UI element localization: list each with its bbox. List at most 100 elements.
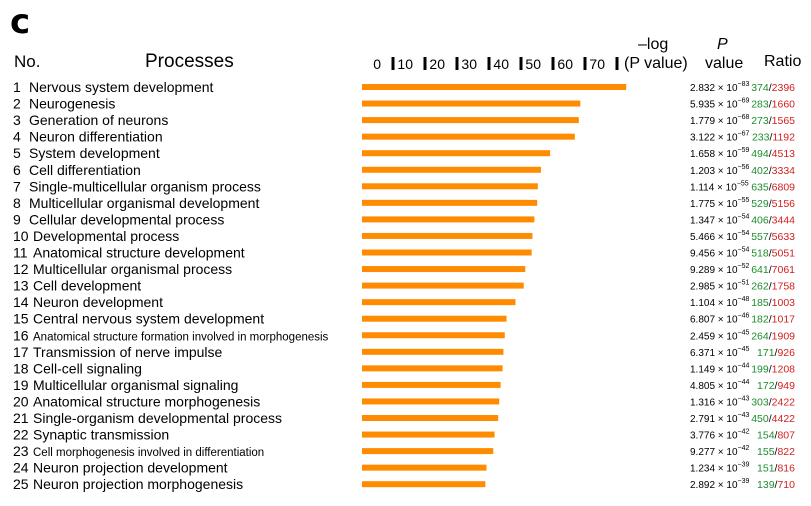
ratio-value: 264/1909: [751, 330, 795, 342]
ratio-value: 139/710: [757, 479, 795, 491]
chart-row: 18 Cell-cell signaling 1.149 × 10−44 199/12…: [13, 360, 795, 376]
chart-row: 15 Central nervous system development 6.80…: [13, 311, 795, 327]
p-value: 1.104 × 10−48: [690, 296, 750, 309]
tick-mark: [423, 57, 427, 70]
row-number: 23: [13, 443, 29, 459]
bar: [362, 365, 503, 372]
bar: [362, 481, 486, 488]
tick-label: 20: [429, 56, 445, 72]
process-label: Cell differentiation: [29, 162, 141, 178]
tick-label: 10: [397, 56, 413, 72]
process-label: Synaptic transmission: [33, 427, 169, 443]
p-value: 9.289 × 10−52: [690, 263, 750, 276]
ratio-value: 450/4422: [751, 413, 795, 425]
row-number: 18: [13, 360, 29, 376]
chart-row: 5 System development 1.658 × 10−59 494/4513: [13, 145, 795, 161]
row-number: 17: [13, 344, 29, 360]
bar: [362, 199, 538, 206]
bar: [362, 150, 551, 157]
p-value: 2.791 × 10−43: [690, 412, 750, 425]
row-number: 5: [13, 145, 21, 161]
process-label: Cell-cell signaling: [33, 360, 142, 376]
p-value: 6.371 × 10−45: [690, 346, 750, 359]
process-label: Neuron differentiation: [29, 129, 163, 145]
chart-row: 1 Nervous system development 2.832 × 10−83…: [13, 79, 795, 95]
p-value: 3.122 × 10−67: [690, 131, 750, 144]
bar: [362, 266, 526, 273]
chart-row: 24 Neuron projection development 1.234 × 1…: [13, 460, 795, 476]
ratio-value: 641/7061: [751, 264, 795, 276]
row-number: 21: [13, 410, 29, 426]
ratio-value: 406/3444: [751, 214, 795, 226]
process-label: Single-multicellular organism process: [29, 178, 261, 194]
tick-label: 70: [589, 56, 605, 72]
row-number: 16: [13, 327, 29, 343]
p-value: 1.347 × 10−54: [690, 213, 750, 226]
process-label: Anatomical structure development: [33, 245, 245, 261]
chart-row: 6 Cell differentiation 1.203 × 10−56 402/33…: [13, 162, 795, 178]
row-number: 25: [13, 476, 29, 492]
chart-row: 7 Single-multicellular organism process 1.…: [13, 178, 795, 194]
p-value: 9.456 × 10−54: [690, 247, 750, 260]
p-value: 1.114 × 10−55: [690, 180, 749, 193]
tick-label: 60: [557, 56, 573, 72]
process-label: Transmission of nerve impulse: [33, 344, 223, 360]
p-value: 1.234 × 10−39: [690, 462, 750, 475]
tick-label: 40: [493, 56, 509, 72]
p-value: 9.277 × 10−42: [690, 445, 750, 458]
header-ratio: Ratio: [764, 53, 802, 70]
panel-letter: c: [10, 2, 31, 42]
ratio-value: 151/816: [757, 463, 795, 475]
chart-row: 19 Multicellular organismal signaling 4.80…: [13, 377, 795, 393]
row-number: 8: [13, 195, 21, 211]
ratio-value: 402/3334: [751, 165, 795, 177]
bar: [362, 398, 500, 405]
chart-row: 12 Multicellular organismal process 9.289 …: [13, 261, 795, 277]
chart-row: 20 Anatomical structure morphogenesis 1.31…: [13, 393, 795, 409]
header-processes: Processes: [145, 51, 234, 72]
p-value: 2.985 × 10−51: [690, 280, 750, 293]
ratio-value: 494/4513: [751, 148, 795, 160]
bar: [362, 282, 524, 289]
tick-mark: [583, 57, 587, 70]
ratio-value: 155/822: [757, 446, 795, 458]
row-number: 15: [13, 311, 29, 327]
p-value: 1.316 × 10−43: [690, 395, 750, 408]
x-axis-ticks: 0 10 20 30 40 50 60 70: [373, 56, 619, 72]
tick-mark: [391, 57, 395, 70]
p-value: 6.807 × 10−46: [690, 313, 750, 326]
process-label: Neuron projection morphogenesis: [33, 476, 243, 492]
header-no: No.: [14, 52, 41, 71]
header-p-line1: P: [717, 36, 728, 53]
chart-row: 8 Multicellular organismal development 1.7…: [13, 195, 795, 211]
tick-mark: [519, 57, 523, 70]
bar: [362, 249, 532, 256]
row-number: 6: [13, 162, 21, 178]
chart-row: 23 Cell morphogenesis involved in differe…: [13, 443, 795, 459]
chart-row: 17 Transmission of nerve impulse 6.371 × 1…: [13, 344, 795, 360]
ratio-value: 233/1192: [752, 132, 795, 144]
process-label: Neuron development: [33, 294, 163, 310]
ratio-value: 529/5156: [751, 198, 795, 210]
p-value: 1.203 × 10−56: [690, 164, 750, 177]
process-label: Multicellular organismal signaling: [33, 377, 238, 393]
process-label: Cellular developmental process: [29, 211, 224, 227]
chart-row: 9 Cellular developmental process 1.347 × 1…: [13, 211, 795, 227]
process-label: Developmental process: [33, 228, 179, 244]
process-label: Anatomical structure morphogenesis: [33, 393, 260, 409]
row-number: 9: [13, 211, 21, 227]
row-number: 7: [13, 178, 21, 194]
header-neglog-line2: (P value): [624, 55, 688, 72]
chart-row: 2 Neurogenesis 5.935 × 10−69 283/1660: [13, 96, 795, 112]
ratio-value: 635/6809: [751, 181, 795, 193]
tick-label: 30: [461, 56, 477, 72]
p-value: 2.832 × 10−83: [690, 81, 750, 94]
chart-row: 10 Developmental process 5.466 × 10−54 557/…: [13, 228, 795, 244]
row-number: 13: [13, 278, 29, 294]
chart-row: 22 Synaptic transmission 3.776 × 10−42 154/…: [13, 427, 795, 443]
chart-row: 13 Cell development 2.985 × 10−51 262/1758: [13, 278, 795, 294]
bar: [362, 299, 516, 306]
ratio-value: 303/2422: [751, 396, 795, 408]
p-value: 2.892 × 10−39: [690, 478, 750, 491]
